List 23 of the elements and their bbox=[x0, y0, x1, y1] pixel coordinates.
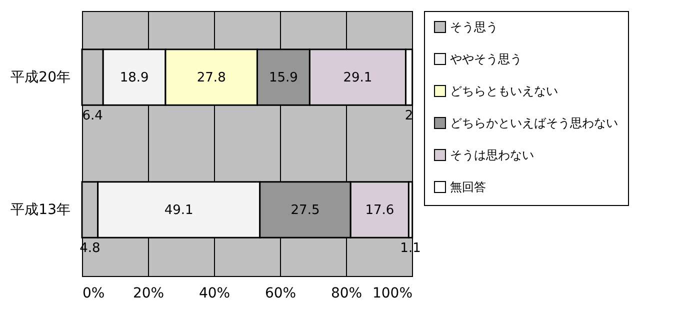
legend-label: そうは思わない bbox=[450, 148, 534, 162]
data-label: 27.8 bbox=[196, 70, 226, 86]
data-label: 15.9 bbox=[268, 70, 298, 86]
x-tick-label: 20% bbox=[132, 286, 164, 302]
legend-label: どちらともいえない bbox=[450, 84, 558, 98]
x-tick-label: 100% bbox=[372, 286, 412, 302]
data-label: 29.1 bbox=[343, 70, 372, 86]
data-label: 17.6 bbox=[365, 202, 394, 218]
legend-label: 無回答 bbox=[450, 180, 486, 194]
x-tick-label: 60% bbox=[264, 286, 296, 302]
data-label: 6.4 bbox=[82, 108, 103, 124]
data-label: 49.1 bbox=[164, 202, 194, 218]
x-tick-label: 0% bbox=[82, 286, 105, 302]
x-tick-label: 80% bbox=[330, 286, 362, 302]
x-tick-label: 40% bbox=[198, 286, 230, 302]
legend-label: そう思う bbox=[450, 20, 498, 34]
data-label: 2 bbox=[404, 108, 414, 124]
y-tick-label: 平成13年 bbox=[10, 202, 70, 218]
legend-label: ややそう思う bbox=[450, 52, 522, 66]
y-tick-label: 平成20年 bbox=[10, 69, 70, 86]
legend-label: どちらかといえばそう思わない bbox=[450, 116, 618, 130]
data-label: 18.9 bbox=[120, 70, 149, 86]
data-label: 27.5 bbox=[290, 202, 320, 218]
